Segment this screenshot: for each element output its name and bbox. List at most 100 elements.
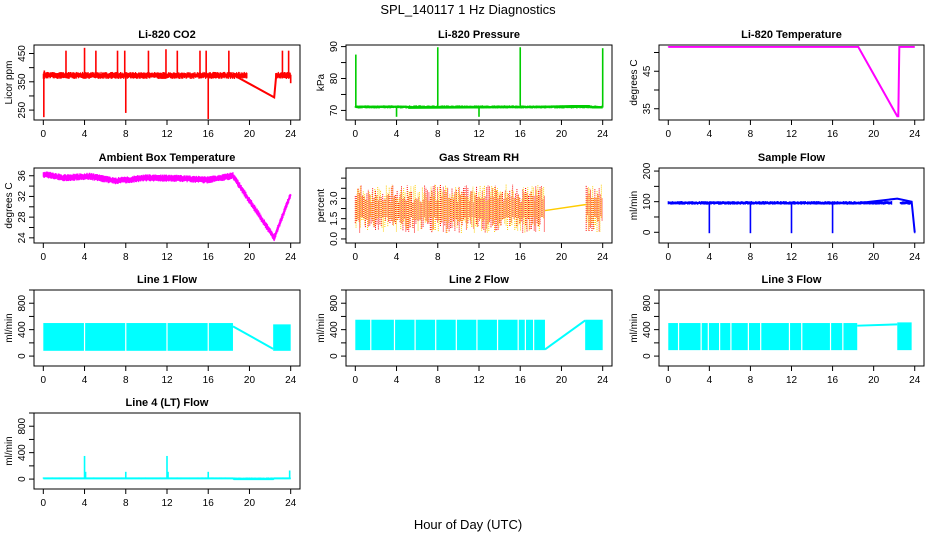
x-tick-label: 16 bbox=[203, 252, 215, 263]
y-tick-label: 400 bbox=[329, 321, 340, 338]
data-line bbox=[544, 203, 587, 212]
x-tick-label: 16 bbox=[203, 375, 215, 386]
plot-area bbox=[668, 322, 912, 352]
panel-title: Sample Flow bbox=[758, 152, 826, 164]
y-axis-label: ml/min bbox=[629, 191, 640, 220]
x-tick-label: 4 bbox=[394, 252, 400, 263]
y-tick-label: 0.0 bbox=[329, 232, 340, 246]
x-tick-label: 16 bbox=[203, 498, 215, 509]
x-tick-label: 24 bbox=[909, 252, 921, 263]
panel-5: Sample Flow 0 4 8 12 16 20 24 0 100 200 ml/min bbox=[629, 152, 925, 263]
y-tick-label: 90 bbox=[329, 41, 340, 53]
plot-area bbox=[354, 184, 603, 233]
y-axis-label: percent bbox=[316, 189, 327, 223]
data-line bbox=[43, 73, 291, 99]
data-band bbox=[897, 322, 912, 351]
x-tick-label: 8 bbox=[123, 375, 129, 386]
panel-2: Li-820 Temperature 0 4 8 12 16 20 24 35 45degrees… bbox=[629, 29, 925, 140]
x-tick-label: 20 bbox=[868, 252, 880, 263]
x-tick-label: 0 bbox=[353, 252, 359, 263]
plot-area bbox=[355, 318, 603, 352]
panel-title: Line 2 Flow bbox=[449, 274, 509, 286]
x-tick-label: 4 bbox=[82, 498, 88, 509]
y-tick-label: 350 bbox=[17, 73, 28, 90]
panel-title: Li-820 Temperature bbox=[741, 29, 842, 41]
x-tick-label: 0 bbox=[41, 498, 47, 509]
data-line bbox=[857, 323, 898, 327]
panel-title: Line 1 Flow bbox=[137, 274, 197, 286]
x-tick-label: 24 bbox=[285, 375, 297, 386]
x-tick-label: 24 bbox=[597, 129, 609, 140]
x-tick-label: 4 bbox=[394, 375, 400, 386]
x-tick-label: 20 bbox=[244, 129, 256, 140]
x-tick-label: 0 bbox=[41, 252, 47, 263]
x-tick-label: 24 bbox=[909, 375, 921, 386]
x-tick-label: 4 bbox=[707, 129, 713, 140]
y-tick-label: 70 bbox=[329, 104, 340, 116]
y-axis-label: kPa bbox=[316, 73, 327, 91]
y-axis-label: degrees C bbox=[629, 59, 640, 105]
y-tick-label: 3.0 bbox=[329, 191, 340, 205]
data-line bbox=[355, 104, 603, 109]
plot-area bbox=[43, 322, 291, 352]
y-tick-label: 400 bbox=[642, 321, 653, 338]
y-axis-label: ml/min bbox=[4, 436, 15, 465]
x-tick-label: 8 bbox=[435, 129, 441, 140]
panel-title: Gas Stream RH bbox=[439, 152, 519, 164]
panel-title: Ambient Box Temperature bbox=[99, 152, 236, 164]
y-tick-label: 800 bbox=[642, 294, 653, 311]
x-tick-label: 0 bbox=[665, 252, 671, 263]
y-tick-label: 36 bbox=[17, 170, 28, 182]
y-tick-label: 80 bbox=[329, 73, 340, 85]
y-tick-label: 800 bbox=[17, 417, 28, 434]
x-tick-label: 24 bbox=[909, 129, 921, 140]
figure-x-axis-label: Hour of Day (UTC) bbox=[413, 517, 523, 532]
x-tick-label: 4 bbox=[707, 252, 713, 263]
x-tick-label: 4 bbox=[82, 129, 88, 140]
y-axis-label: ml/min bbox=[629, 313, 640, 342]
x-tick-label: 12 bbox=[161, 375, 173, 386]
x-tick-label: 0 bbox=[353, 129, 359, 140]
x-tick-label: 16 bbox=[827, 375, 839, 386]
plot-area bbox=[667, 46, 915, 118]
y-tick-label: 400 bbox=[17, 444, 28, 461]
y-tick-label: 45 bbox=[642, 65, 653, 77]
x-tick-label: 24 bbox=[285, 129, 297, 140]
panel-title: Line 4 (LT) Flow bbox=[126, 397, 209, 409]
y-tick-label: 0 bbox=[329, 353, 340, 359]
x-tick-label: 20 bbox=[244, 375, 256, 386]
y-tick-label: 800 bbox=[17, 294, 28, 311]
plot-area bbox=[42, 171, 292, 242]
x-tick-label: 12 bbox=[786, 129, 798, 140]
x-tick-label: 0 bbox=[665, 375, 671, 386]
x-tick-label: 0 bbox=[353, 375, 359, 386]
x-tick-label: 24 bbox=[597, 252, 609, 263]
x-tick-label: 16 bbox=[827, 252, 839, 263]
x-tick-label: 20 bbox=[244, 498, 256, 509]
x-tick-label: 12 bbox=[786, 375, 798, 386]
y-tick-label: 0 bbox=[17, 476, 28, 482]
x-tick-label: 16 bbox=[515, 375, 527, 386]
x-tick-label: 16 bbox=[203, 129, 215, 140]
data-band bbox=[668, 323, 858, 351]
plot-area bbox=[42, 455, 291, 481]
y-tick-label: 250 bbox=[17, 101, 28, 118]
x-tick-label: 8 bbox=[123, 252, 129, 263]
panel-title: Li-820 Pressure bbox=[438, 29, 520, 41]
y-tick-label: 400 bbox=[17, 321, 28, 338]
plot-frame bbox=[33, 44, 301, 121]
data-line bbox=[43, 173, 292, 241]
x-tick-label: 4 bbox=[707, 375, 713, 386]
panel-3: Ambient Box Temperature 0 4 8 12 16 20 24 24 28 32… bbox=[4, 152, 301, 263]
y-tick-label: 28 bbox=[17, 211, 28, 223]
x-tick-label: 12 bbox=[473, 129, 485, 140]
data-line bbox=[668, 46, 915, 118]
x-tick-label: 8 bbox=[748, 129, 754, 140]
y-axis-label: Licor ppm bbox=[4, 61, 15, 105]
x-tick-label: 8 bbox=[748, 375, 754, 386]
